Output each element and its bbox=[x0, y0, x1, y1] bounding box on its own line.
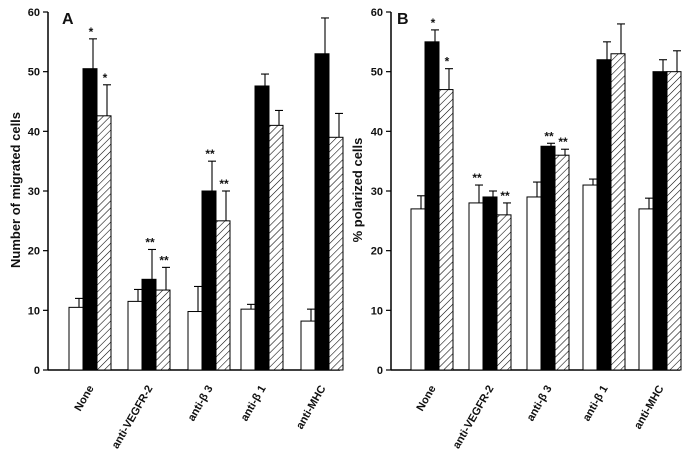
panel-a-bar-white bbox=[300, 320, 316, 371]
panel-a-bar-white bbox=[127, 300, 143, 371]
panel-a-bar-black bbox=[201, 190, 217, 371]
panel-a-bar-hatched bbox=[96, 115, 112, 371]
panel-b-bar-black bbox=[424, 41, 440, 371]
panel-b-y-axis-title: % polarized cells bbox=[350, 138, 365, 243]
panel-a-significance-mark: ** bbox=[205, 147, 215, 161]
panel-b-significance-mark: ** bbox=[558, 135, 568, 149]
panel-a-y-tick-label: 40 bbox=[28, 126, 40, 138]
panel-b-bar-hatched bbox=[438, 89, 454, 371]
panel-b-bar-hatched bbox=[610, 53, 626, 371]
panel-b-category-label: anti-β 3 bbox=[525, 384, 555, 424]
panel-b-bar-hatched bbox=[496, 214, 512, 371]
panel-a-y-tick-label: 60 bbox=[28, 7, 40, 19]
panel-b-bar-hatched bbox=[666, 71, 682, 371]
panel-a-bar-hatched bbox=[215, 220, 231, 371]
panel-b-significance-mark: ** bbox=[500, 189, 510, 203]
panel-a-significance-mark: * bbox=[103, 71, 108, 85]
panel-a-category-label: None bbox=[72, 384, 96, 414]
panel-b-y-tick-label: 20 bbox=[371, 246, 383, 258]
panel-a-y-tick-label: 10 bbox=[28, 305, 40, 317]
panel-b-bar-black bbox=[540, 145, 556, 371]
panel-b-bar-black bbox=[652, 71, 668, 371]
panel-a-bar-black bbox=[314, 53, 330, 371]
panel-a-significance-mark: ** bbox=[145, 235, 155, 249]
panel-b-bar-white bbox=[582, 184, 598, 371]
panel-b-significance-mark: * bbox=[431, 16, 436, 30]
panel-a-significance-mark: * bbox=[89, 25, 94, 39]
panel-b-bar-hatched bbox=[554, 154, 570, 371]
panel-b-bar-white bbox=[468, 202, 484, 371]
panel-a-significance-mark: ** bbox=[159, 253, 169, 267]
panel-a-significance-mark: ** bbox=[219, 177, 229, 191]
panel-b-y-tick-label: 50 bbox=[371, 67, 383, 79]
panel-a-bar-white bbox=[187, 311, 203, 371]
panel-b-y-tick-label: 40 bbox=[371, 126, 383, 138]
panel-a-y-tick-label: 20 bbox=[28, 246, 40, 258]
panel-a: A Number of migrated cells 0 10 20 30 40 50 60… bbox=[8, 7, 344, 451]
panel-b-category-label: anti-β 1 bbox=[581, 384, 611, 424]
panel-b-bar-white bbox=[638, 208, 654, 371]
panel-a-category-label: anti-β 1 bbox=[239, 384, 269, 424]
panel-b-bar-black bbox=[596, 59, 612, 371]
panel-b-bar-black bbox=[482, 196, 498, 371]
panel-a-y-tick-label: 50 bbox=[28, 67, 40, 79]
panel-b-label: B bbox=[397, 11, 409, 28]
panel-a-category-label: anti-β 3 bbox=[186, 384, 216, 424]
panel-b-significance-mark: ** bbox=[472, 171, 482, 185]
panel-b-y-tick-label: 60 bbox=[371, 7, 383, 19]
panel-a-bar-hatched bbox=[155, 289, 171, 371]
panel-a-y-tick-label: 0 bbox=[34, 365, 40, 377]
panel-a-bar-black bbox=[141, 278, 157, 371]
panel-b-significance-mark: ** bbox=[544, 129, 554, 143]
panel-b-bar-white bbox=[410, 208, 426, 371]
panel-b-y-tick-label: 0 bbox=[377, 365, 383, 377]
panel-b-significance-mark: * bbox=[445, 55, 450, 69]
panel-a-bar-white bbox=[68, 306, 84, 371]
panel-b-y-tick-label: 10 bbox=[371, 305, 383, 317]
panel-a-bar-black bbox=[254, 85, 270, 371]
panel-b-y-tick-label: 30 bbox=[371, 186, 383, 198]
panel-a-y-tick-label: 30 bbox=[28, 186, 40, 198]
panel-b-category-label: None bbox=[414, 384, 438, 414]
panel-a-category-label: anti-VEGFR-2 bbox=[110, 384, 156, 451]
panel-b-category-label: anti-MHC bbox=[632, 383, 667, 431]
panel-b: B % polarized cells 0102030405060**None*… bbox=[350, 7, 682, 451]
panel-b-bar-white bbox=[526, 196, 542, 371]
panel-a-bar-hatched bbox=[328, 136, 344, 371]
panel-b-category-label: anti-VEGFR-2 bbox=[451, 384, 497, 451]
panel-a-bar-white bbox=[240, 308, 256, 371]
panel-a-bar-black bbox=[82, 68, 98, 371]
panel-a-category-label: anti-MHC bbox=[294, 383, 329, 431]
panel-a-bar-hatched bbox=[268, 124, 284, 371]
panel-a-y-axis-title: Number of migrated cells bbox=[8, 112, 23, 268]
panel-a-label: A bbox=[62, 11, 74, 28]
panel-a-plot-area: 0102030405060**None****anti-VEGFR-2****a… bbox=[28, 7, 344, 451]
